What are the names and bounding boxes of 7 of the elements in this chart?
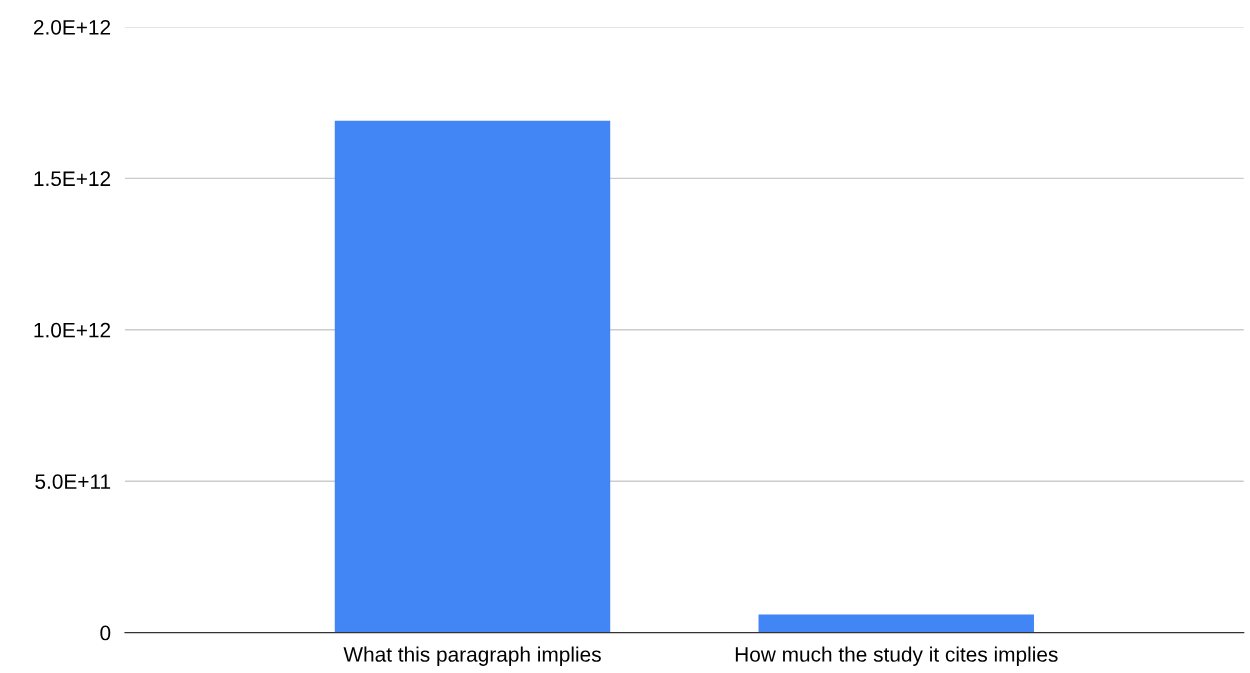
y-tick-label: 1.0E+12 [34, 322, 111, 338]
y-tick-label: 1.5E+12 [34, 171, 111, 187]
x-tick-label: How much the study it cites implies [735, 646, 1058, 666]
y-tick-label: 0 [100, 625, 111, 641]
y-tick-label: 5.0E+11 [35, 474, 111, 489]
y-tick-label: 2.0E+12 [33, 19, 111, 35]
x-tick-label: What this paragraph implies [343, 646, 601, 666]
